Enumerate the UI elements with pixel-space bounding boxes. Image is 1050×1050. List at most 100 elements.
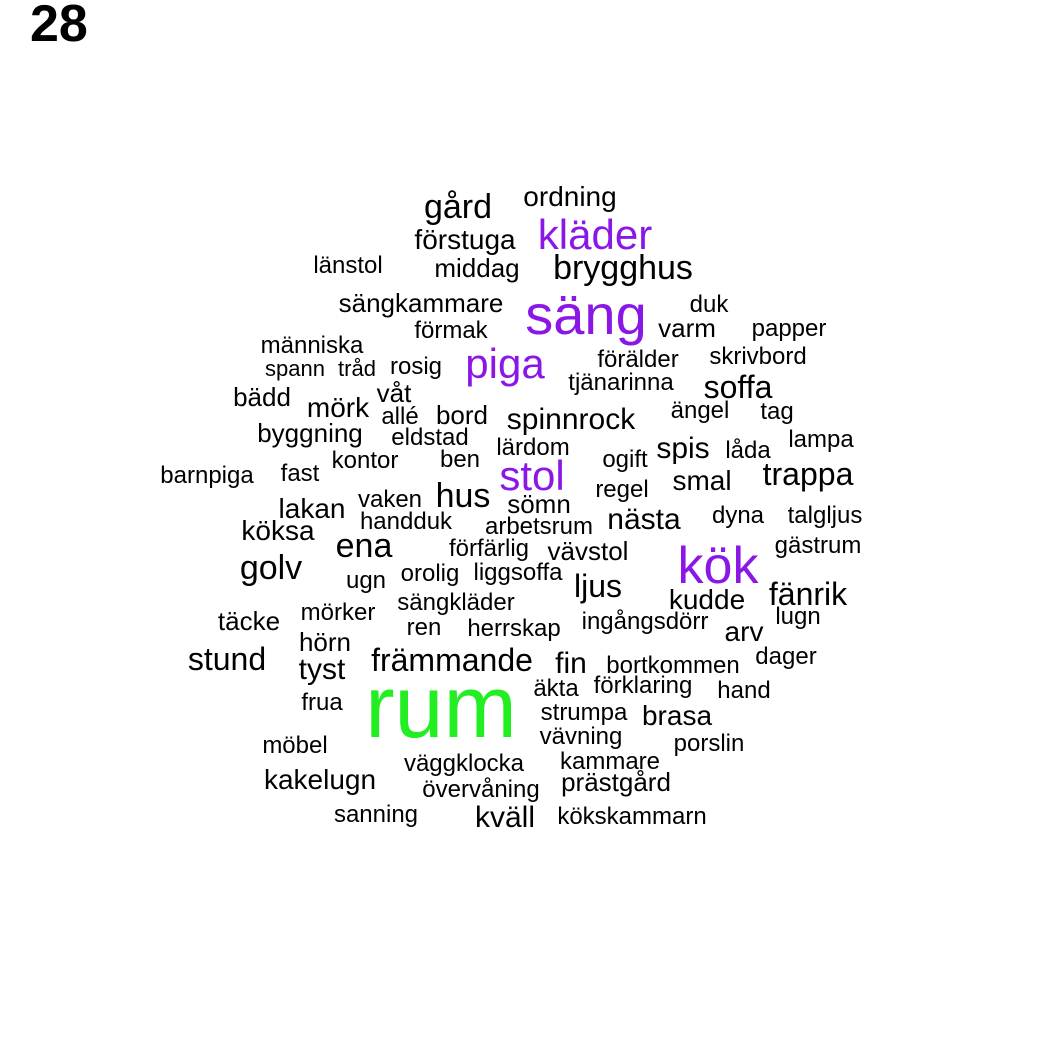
word-piga: piga [465,340,545,387]
word-tag: tag [760,398,794,425]
word-liggsoffa: liggsoffa [473,559,563,586]
word-dyna: dyna [711,502,765,529]
word-ren: ren [406,614,442,641]
word-rosig: rosig [389,353,443,380]
word-vaken: vaken [357,486,423,513]
word-smal: smal [672,465,732,496]
word-bord: bord [435,400,489,430]
word-handduk: handduk [359,508,453,535]
word-stund: stund [187,641,267,677]
word-lugn: lugn [775,603,821,630]
word-porslin: porslin [673,730,745,757]
word-fanrik: fänrik [768,576,848,612]
word-morker: mörker [300,599,376,626]
word-ena: ena [335,527,393,565]
word-middag: middag [434,253,520,283]
word-lakan: lakan [278,493,346,524]
word-formak: förmak [414,317,488,344]
word-hand: hand [717,677,771,704]
word-kammare: kammare [559,748,661,775]
word-frammande: främmande [371,642,533,678]
word-brasa: brasa [641,700,713,731]
word-kokskammarn: kökskammarn [557,803,707,830]
word-ogift: ogift [602,446,648,473]
word-tacke: täcke [217,606,281,636]
word-kontor: kontor [331,447,399,474]
word-somn: sömn [507,489,571,519]
word-kok: kök [677,537,759,595]
word-manniska: människa [260,332,364,359]
word-koksa: köksa [241,515,315,546]
word-soffa: soffa [703,369,773,405]
word-vavstol: vävstol [547,536,629,566]
word-arbetsrum: arbetsrum [484,513,594,540]
word-duk: duk [689,291,729,318]
word-talgljus: talgljus [787,502,863,529]
word-sangkammare: sängkammare [338,288,504,318]
word-spis: spis [656,432,710,465]
word-ugn: ugn [345,567,387,594]
word-skrivbord: skrivbord [709,343,807,370]
word-ingangsdorr: ingångsdörr [581,608,709,635]
word-spinnrock: spinnrock [506,403,636,436]
word-sanning: sanning [333,801,419,828]
word-ben: ben [439,446,481,473]
word-mobel: möbel [262,732,328,759]
word-gard: gård [423,188,493,226]
word-spann: spann [265,356,325,381]
word-barnpiga: barnpiga [160,462,254,489]
word-frua: frua [301,689,343,716]
word-angel: ängel [670,397,730,424]
word-tyst: tyst [298,653,346,686]
word-bortkommen: bortkommen [606,652,740,679]
word-forstuga: förstuga [414,224,516,255]
word-brygghus: brygghus [553,249,693,287]
word-rum: rum [365,657,517,756]
word-hus: hus [435,477,491,515]
word-byggning: byggning [257,418,363,448]
word-varm: varm [658,313,716,343]
word-nasta: nästa [607,503,681,536]
word-forfarlig: förfärlig [448,535,530,562]
word-mork: mörk [306,392,370,423]
word-overvaning: övervåning [422,776,540,803]
panel-label: 28 [30,0,88,53]
word-ljus: ljus [573,568,623,604]
word-lardom: lärdom [496,434,570,461]
word-stol: stol [499,452,565,499]
word-klader: kläder [537,211,653,258]
word-papper: papper [751,315,827,342]
word-gastrum: gästrum [774,532,862,559]
word-foralder: förälder [597,346,679,373]
word-kvall: kväll [474,801,536,834]
word-regel: regel [595,476,649,503]
word-alle: allé [381,403,419,430]
word-sang: säng [525,283,647,346]
word-sangklader: sängkläder [397,589,515,616]
word-arv: arv [724,616,764,647]
word-lampa: lampa [788,426,854,453]
word-ordning: ordning [523,181,617,212]
word-orolig: orolig [400,560,460,587]
word-vaggklocka: väggklocka [403,750,525,777]
word-lanstol: länstol [313,252,383,279]
word-prastgard: prästgård [561,767,671,797]
word-lada: låda [725,437,771,464]
word-vavning: vävning [539,723,623,750]
word-tjanarinna: tjänarinna [568,369,674,396]
word-kudde: kudde [668,584,746,615]
word-forklaring: förklaring [593,672,693,699]
word-akta: äkta [533,675,579,702]
word-dager: dager [755,643,817,670]
word-fast: fast [280,460,320,487]
word-trad: tråd [338,356,376,381]
word-fin: fin [555,647,587,680]
word-badd: bädd [233,382,291,412]
word-trappa: trappa [762,456,854,492]
word-horn: hörn [298,627,352,657]
word-kakelugn: kakelugn [263,764,377,795]
word-strumpa: strumpa [540,699,628,726]
word-herrskap: herrskap [467,615,561,642]
word-vat: våt [376,378,412,408]
